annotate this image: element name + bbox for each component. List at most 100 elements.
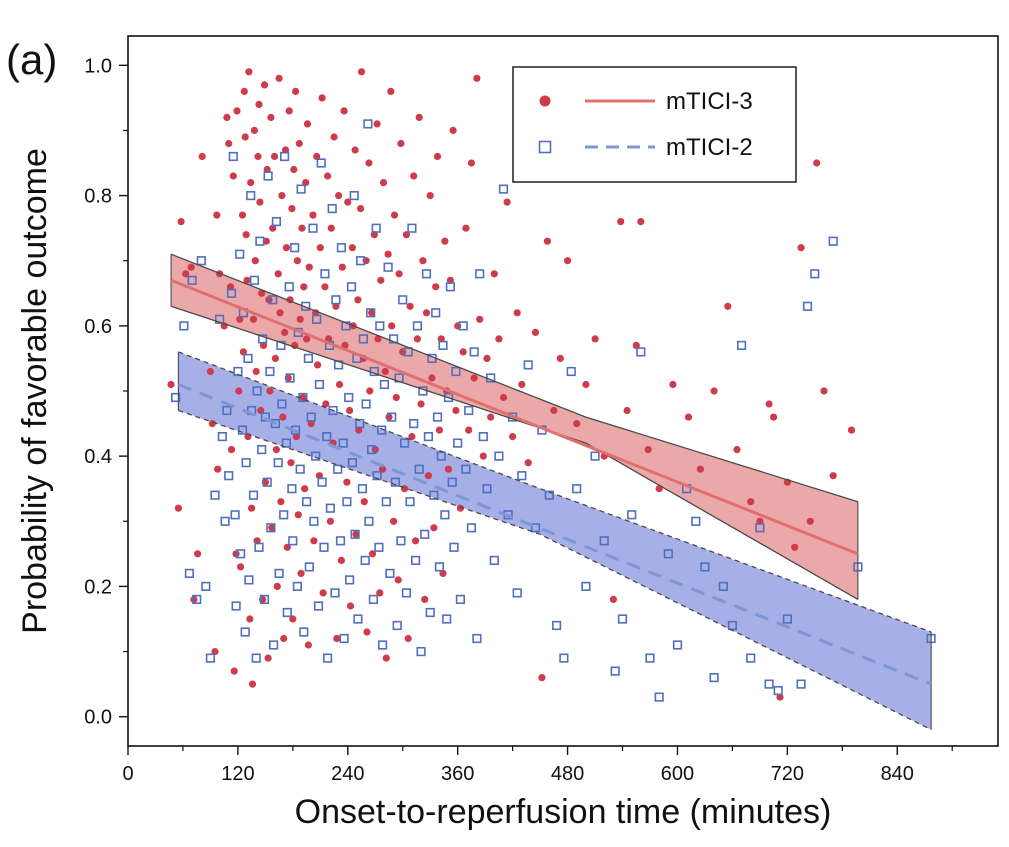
data-point xyxy=(177,218,185,226)
data-point xyxy=(357,68,366,76)
points-mtici-3 xyxy=(167,68,856,701)
data-point xyxy=(432,412,443,422)
data-point xyxy=(398,295,408,305)
data-point xyxy=(179,321,189,331)
data-point xyxy=(487,413,495,421)
data-point xyxy=(365,159,373,167)
data-point xyxy=(806,517,814,525)
data-point xyxy=(523,360,533,370)
data-point xyxy=(303,335,311,343)
data-point xyxy=(299,627,309,637)
data-point xyxy=(306,412,316,422)
data-point xyxy=(344,392,354,403)
data-point xyxy=(331,295,341,305)
data-point xyxy=(366,308,376,318)
data-point xyxy=(623,406,631,415)
data-point xyxy=(453,438,463,448)
data-point xyxy=(559,653,569,663)
data-point xyxy=(230,667,238,675)
data-point xyxy=(416,646,426,657)
data-point xyxy=(376,589,384,597)
data-point xyxy=(410,172,418,180)
data-point xyxy=(390,477,401,487)
data-point xyxy=(366,444,377,455)
x-tick-label: 840 xyxy=(881,763,914,785)
data-point xyxy=(222,405,232,416)
data-point xyxy=(465,426,473,434)
data-point xyxy=(198,152,206,161)
data-point xyxy=(248,680,257,688)
data-point xyxy=(249,315,258,323)
data-point xyxy=(421,269,432,279)
data-point xyxy=(335,536,346,546)
data-point xyxy=(379,379,390,390)
data-point xyxy=(770,413,778,421)
data-point xyxy=(390,211,399,219)
data-point xyxy=(277,498,285,506)
data-point xyxy=(746,653,756,663)
data-point xyxy=(765,400,773,408)
data-point xyxy=(321,283,329,291)
data-point xyxy=(276,309,284,317)
data-point xyxy=(253,537,261,545)
data-point xyxy=(228,151,238,162)
data-point xyxy=(513,309,521,317)
data-point xyxy=(479,452,487,460)
data-point xyxy=(277,399,287,409)
data-point xyxy=(409,418,419,429)
data-point xyxy=(235,387,243,395)
data-point xyxy=(449,542,459,552)
data-point xyxy=(581,581,591,591)
data-point xyxy=(268,295,278,305)
data-point xyxy=(372,471,382,481)
data-point xyxy=(636,347,646,357)
data-point xyxy=(478,431,488,442)
data-point xyxy=(363,119,373,129)
data-point xyxy=(187,275,197,285)
data-point xyxy=(518,380,526,389)
data-point xyxy=(360,498,368,506)
data-point xyxy=(442,614,452,624)
data-point xyxy=(214,465,222,473)
data-point xyxy=(344,198,352,206)
data-point xyxy=(405,497,415,507)
data-point xyxy=(503,198,511,206)
data-point xyxy=(508,433,517,441)
data-point xyxy=(524,459,532,467)
data-point xyxy=(285,107,293,115)
data-point xyxy=(249,275,260,285)
data-point xyxy=(335,192,343,200)
data-point xyxy=(449,126,457,134)
data-point xyxy=(309,211,317,219)
data-point xyxy=(543,237,552,245)
data-point xyxy=(280,634,288,643)
data-point xyxy=(747,498,755,506)
data-point xyxy=(246,191,256,201)
data-point xyxy=(289,615,297,623)
data-point xyxy=(292,433,301,441)
data-point xyxy=(733,446,741,454)
data-point xyxy=(274,568,284,578)
data-point xyxy=(241,133,249,141)
data-point xyxy=(330,588,340,598)
y-tick-label: 0.6 xyxy=(84,316,112,338)
data-point xyxy=(566,366,576,377)
data-point xyxy=(404,634,412,643)
data-point xyxy=(401,485,409,493)
data-point xyxy=(672,640,683,650)
data-point xyxy=(279,510,289,520)
data-point xyxy=(440,510,450,520)
y-tick-label: 0.0 xyxy=(84,707,112,729)
data-point xyxy=(375,321,385,331)
data-point xyxy=(303,120,312,128)
data-point xyxy=(363,628,371,636)
data-point xyxy=(447,477,457,487)
fit-line-mtici-3 xyxy=(170,278,859,556)
data-point xyxy=(494,451,504,461)
data-point xyxy=(227,283,235,291)
data-point xyxy=(236,549,246,559)
data-point xyxy=(385,413,393,421)
data-point xyxy=(436,451,446,461)
data-point xyxy=(531,328,540,336)
